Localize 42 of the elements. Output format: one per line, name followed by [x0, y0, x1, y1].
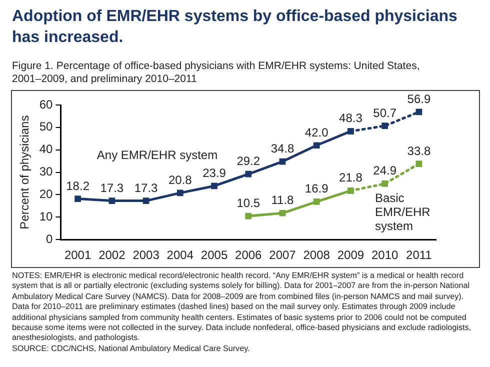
data-label: 48.3: [339, 111, 363, 126]
data-label: 20.8: [168, 172, 192, 187]
x-tick-label: 2008: [303, 248, 330, 262]
y-tick-label: 40: [39, 142, 54, 156]
data-label: 16.9: [304, 182, 329, 196]
data-label: 17.3: [134, 180, 158, 195]
y-tick-label: 30: [39, 164, 54, 179]
x-tick-label: 2005: [200, 248, 228, 262]
x-tick-label: 2007: [269, 248, 296, 262]
text: NOTES: EMR/EHR is electronic medical record/electronic health record. “Any EMR/EHR system” is a medical or health record system that is all or partially electronic (excluding systems solely for billing). Data for 2001–2007 are from the in-person National Ambulatory Medical Care Survey (NAMCS). Data for 2008–2009 are from combined files (in-person NAMCS and mail survey). Data for 2010–2011 are preliminary estimates (dashed lines) based on the mail survey only. Estimates through 2009 include additional physicians sampled from community health centers. Estimates of basic systems prior to 2006 could not be computed because some items were not collected in the survey. Data include nonfederal, office-based physicians and exclude radiologists, anesthesiologists, and pathologists.: [12, 271, 472, 344]
y-tick-label: 10: [39, 209, 54, 224]
x-tick-label: 2010: [371, 248, 398, 262]
data-label: 24.9: [373, 164, 397, 178]
data-label: 23.9: [202, 166, 226, 180]
chart-title: Adoption of EMR/EHR systems by office-based physicians has increased.: [12, 7, 458, 48]
series-label: Any EMR/EHR system: [96, 148, 218, 162]
data-label: 17.3: [100, 180, 124, 195]
x-tick-label: 2004: [166, 248, 194, 262]
x-tick-label: 2003: [132, 248, 160, 262]
x-tick-label: 2001: [64, 248, 92, 262]
source-note: SOURCE: CDC/NCHS, National Ambulatory Medical Care Survey.: [12, 344, 251, 354]
y-axis-title: Percent of physicians: [18, 115, 32, 230]
y-tick-label: 20: [39, 187, 54, 202]
data-label: 56.9: [407, 92, 431, 106]
data-label: 18.2: [66, 178, 90, 193]
chart-subtitle: Figure 1. Percentage of office-based physicians with EMR/EHR systems: United States, 2001–2009, and preliminary 2010–2011: [12, 60, 421, 86]
series-label: Basic EMR/EHR system: [374, 190, 431, 233]
x-tick-label: 2009: [337, 248, 364, 262]
y-tick-label: 60: [39, 97, 54, 112]
y-tick-label: 0: [46, 232, 54, 246]
x-tick-label: 2002: [98, 248, 126, 262]
data-label: 10.5: [236, 196, 260, 210]
data-label: 11.8: [271, 193, 294, 208]
y-tick-label: 50: [39, 120, 54, 134]
x-tick-label: 2011: [406, 248, 432, 262]
data-label: 34.8: [270, 142, 294, 156]
data-label: 42.0: [304, 125, 329, 140]
data-label: 21.8: [339, 170, 363, 185]
data-label: 33.8: [407, 144, 431, 158]
data-label: 29.2: [236, 154, 260, 168]
x-tick-label: 2006: [235, 248, 262, 262]
data-label: 50.7: [373, 106, 397, 120]
